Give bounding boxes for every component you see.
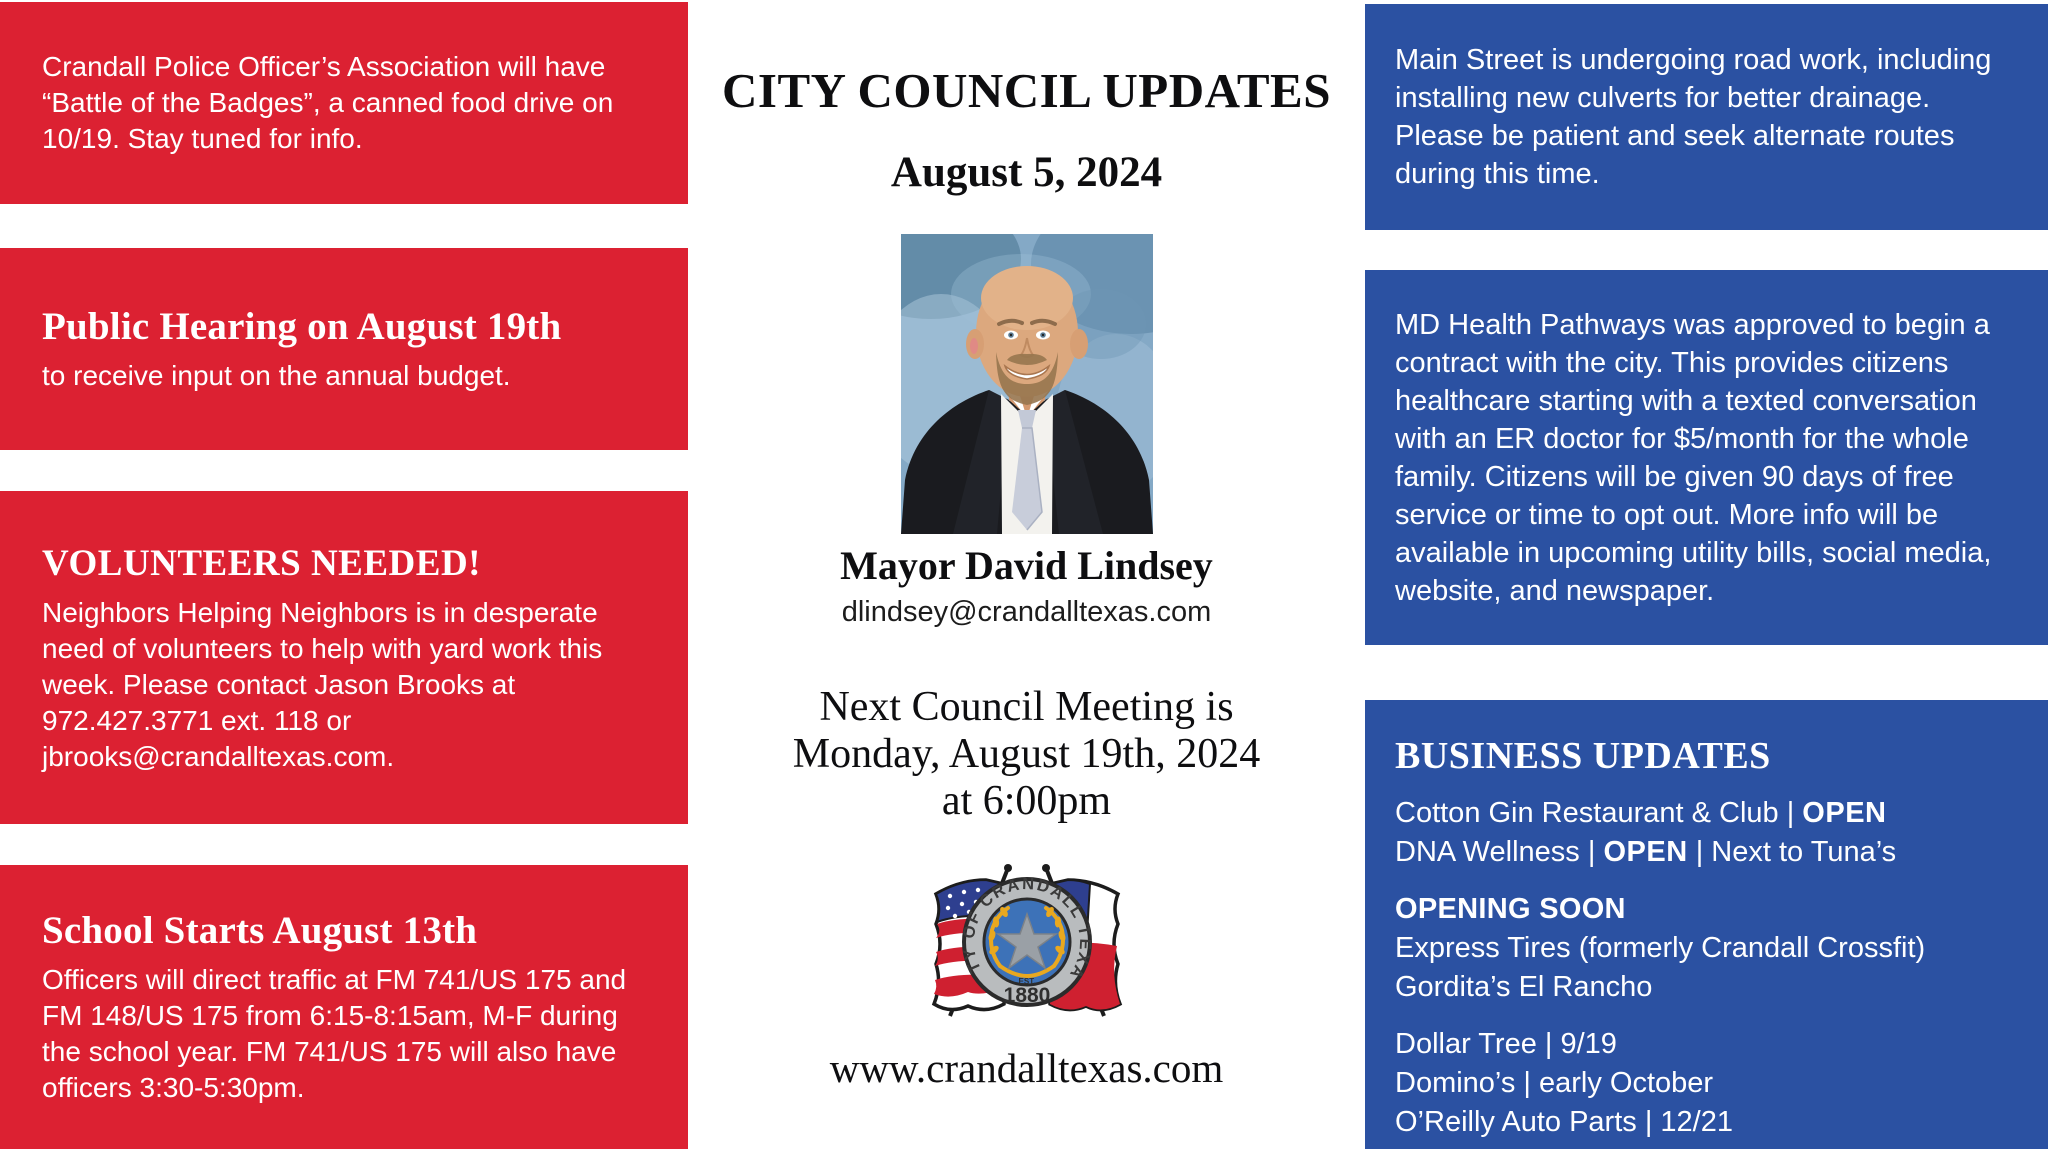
center-column: CITY COUNCIL UPDATES August 5, 2024	[688, 0, 1365, 1149]
seal-est-text: EST.	[1018, 977, 1035, 986]
announcement-box-police-food-drive: Crandall Police Officer’s Association wi…	[0, 2, 688, 204]
mayor-name: Mayor David Lindsey	[840, 543, 1213, 588]
md-health-text: MD Health Pathways was approved to begin…	[1395, 308, 1992, 607]
dna-wellness-location: | Next to Tuna’s	[1687, 836, 1897, 868]
business-open-group: Cotton Gin Restaurant & Club | OPEN DNA …	[1395, 794, 2022, 872]
update-box-road-work: Main Street is undergoing road work, inc…	[1365, 4, 2048, 230]
update-box-business: BUSINESS UPDATES Cotton Gin Restaurant &…	[1365, 700, 2048, 1149]
seal-year-text: 1880	[1003, 984, 1050, 1007]
school-traffic-text: Officers will direct traffic at FM 741/U…	[42, 964, 627, 1103]
school-starts-heading: School Starts August 13th	[42, 909, 478, 952]
dated-item-oreilly: O’Reilly Auto Parts | 12/21	[1395, 1106, 1733, 1138]
announcement-box-volunteers: VOLUNTEERS NEEDED! Neighbors Helping Nei…	[0, 491, 688, 824]
laurel-wreath	[988, 906, 1065, 979]
road-work-text: Main Street is undergoing road work, inc…	[1395, 44, 1992, 190]
dna-wellness-open-badge: OPEN	[1603, 836, 1688, 868]
opening-soon-item-express-tires: Express Tires (formerly Crandall Crossfi…	[1395, 932, 1926, 964]
business-opening-soon-group: OPENING SOON Express Tires (formerly Cra…	[1395, 890, 2022, 1007]
business-line-dna-wellness: DNA Wellness | OPEN | Next to Tuna’s	[1395, 833, 2022, 872]
cotton-gin-open-badge: OPEN	[1802, 797, 1887, 829]
dna-wellness-label: DNA Wellness |	[1395, 836, 1604, 868]
page-date: August 5, 2024	[890, 149, 1163, 196]
city-seal: CITY OF CRANDALL TEXAS EST. 1880	[913, 840, 1134, 1028]
update-box-md-health: MD Health Pathways was approved to begin…	[1365, 270, 2048, 645]
next-meeting-line3: at 6:00pm	[941, 778, 1112, 824]
dated-item-dollar-tree: Dollar Tree | 9/19	[1395, 1028, 1617, 1060]
business-dated-group: Dollar Tree | 9/19 Domino’s | early Octo…	[1395, 1025, 2022, 1142]
opening-soon-item-gorditas: Gordita’s El Rancho	[1395, 971, 1653, 1003]
dated-item-dominos: Domino’s | early October	[1395, 1067, 1714, 1099]
volunteers-text: Neighbors Helping Neighbors is in desper…	[42, 596, 603, 772]
police-food-drive-text: Crandall Police Officer’s Association wi…	[42, 51, 614, 154]
city-seal-illustration: CITY OF CRANDALL TEXAS EST. 1880	[913, 840, 1122, 1017]
mayor-portrait-illustration	[840, 194, 1231, 534]
next-meeting-text: Next Council Meeting is Monday, August 1…	[688, 684, 1365, 825]
opening-soon-label: OPENING SOON	[1395, 893, 1626, 925]
public-hearing-text: to receive input on the annual budget.	[42, 360, 511, 391]
cotton-gin-label: Cotton Gin Restaurant & Club |	[1395, 797, 1803, 829]
volunteers-heading: VOLUNTEERS NEEDED!	[42, 542, 481, 584]
public-hearing-heading: Public Hearing on August 19th	[42, 305, 562, 348]
mayor-email: dlindsey@crandalltexas.com	[841, 596, 1212, 628]
announcement-box-public-hearing: Public Hearing on August 19th to receive…	[0, 248, 688, 450]
next-meeting-line2: Monday, August 19th, 2024	[792, 731, 1261, 777]
seal-star	[995, 911, 1058, 970]
announcement-box-school-traffic: School Starts August 13th Officers will …	[0, 865, 688, 1149]
page-title: CITY COUNCIL UPDATES	[722, 63, 1331, 118]
business-updates-heading: BUSINESS UPDATES	[1395, 735, 1771, 777]
next-meeting-line1: Next Council Meeting is	[819, 684, 1234, 730]
business-line-cotton-gin: Cotton Gin Restaurant & Club | OPEN	[1395, 794, 2022, 833]
mayor-photo	[840, 194, 1231, 534]
website-url: www.crandalltexas.com	[829, 1045, 1224, 1091]
